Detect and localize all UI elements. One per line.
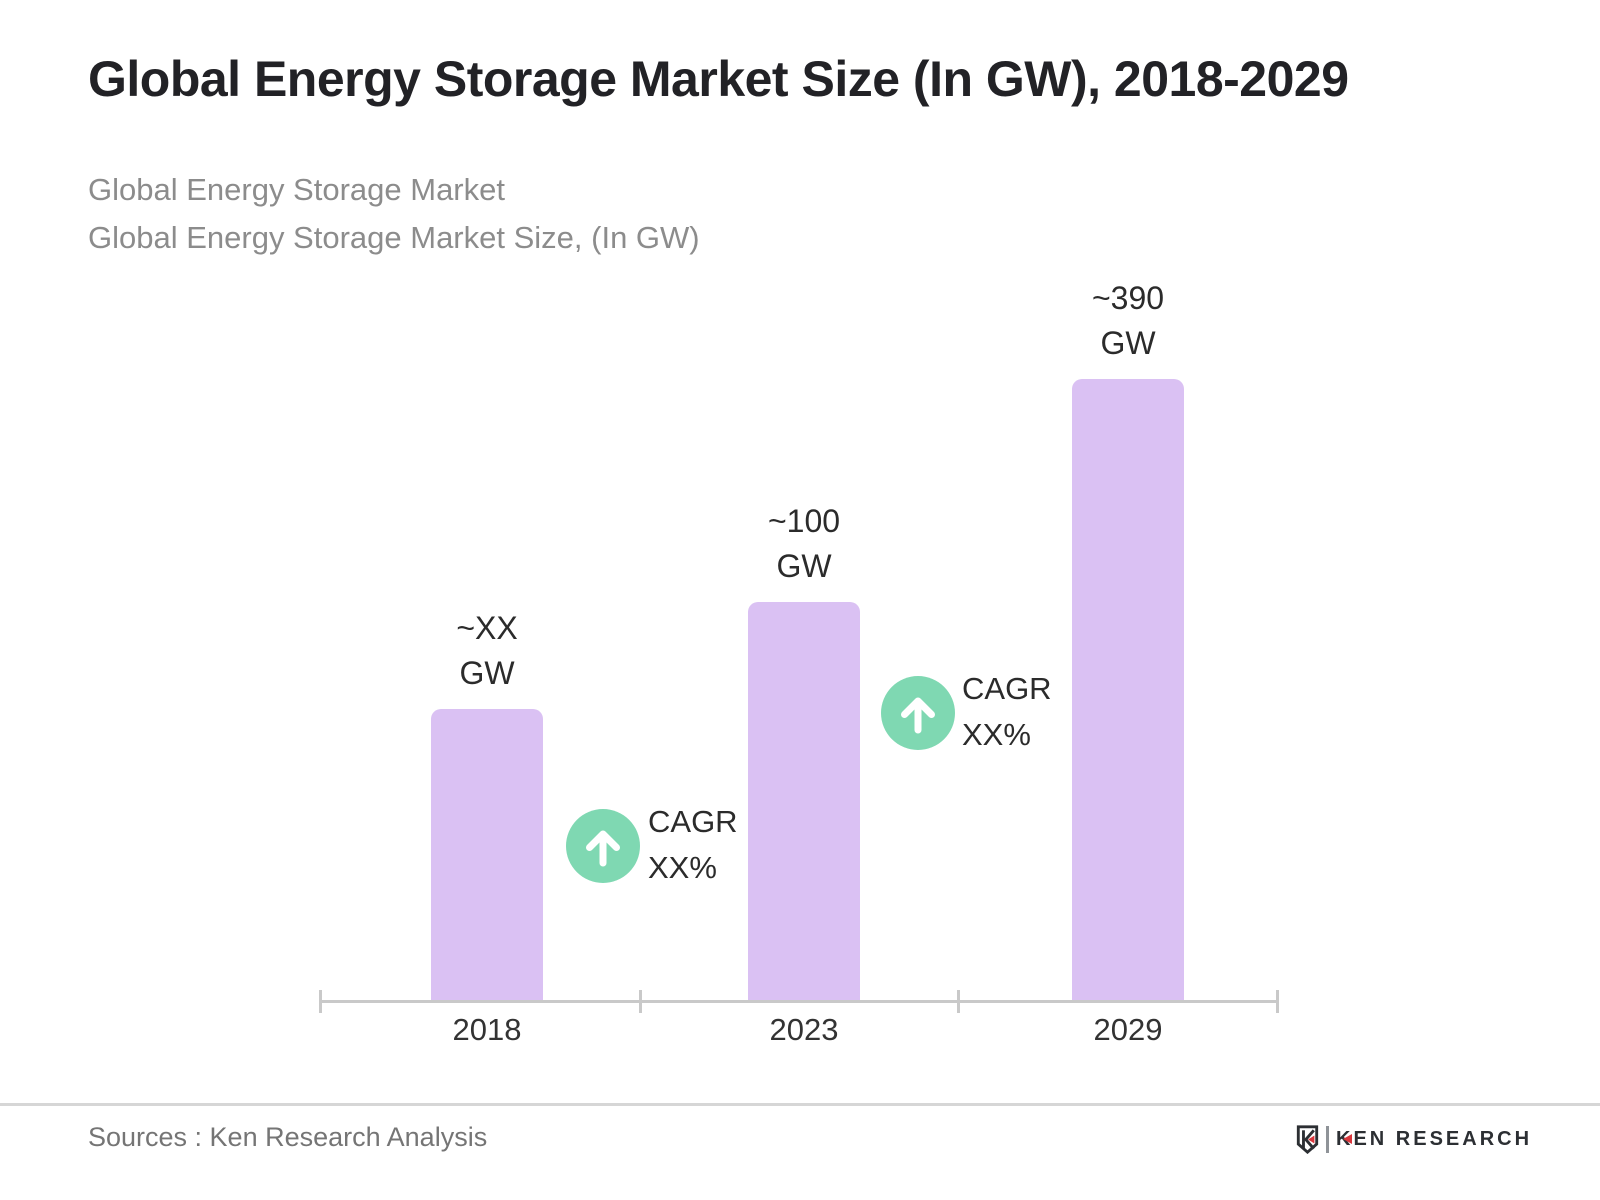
value-label-line: ~390 <box>1091 280 1165 316</box>
subtitle-line-2: Global Energy Storage Market Size, (In G… <box>88 220 700 255</box>
axis-tick <box>319 990 322 1013</box>
value-label-unit: GW <box>776 548 832 584</box>
arrow-up-circle-icon <box>881 676 955 750</box>
ken-logo-shield-icon <box>1296 1124 1319 1154</box>
cagr-label: CAGR <box>962 671 1052 706</box>
cagr-annotation-2: CAGR XX% <box>962 666 1052 758</box>
x-axis <box>320 1000 1278 1003</box>
page-title: Global Energy Storage Market Size (In GW… <box>88 51 1349 107</box>
bar-value-label: ~100 GW <box>694 499 914 589</box>
ken-research-logo: KEN RESEARCH <box>1296 1120 1532 1158</box>
subtitle-line-1: Global Energy Storage Market <box>88 172 505 207</box>
axis-tick <box>1276 990 1279 1013</box>
value-label-line: ~XX <box>456 610 518 646</box>
logo-text: KEN RESEARCH <box>1336 1127 1533 1150</box>
value-label-line: ~100 <box>767 503 841 539</box>
cagr-value: XX% <box>648 850 717 885</box>
cagr-label: CAGR <box>648 804 738 839</box>
value-label-unit: GW <box>1100 325 1156 361</box>
logo-k-red-triangle-icon <box>1343 1134 1352 1144</box>
bar-2018 <box>431 709 543 1003</box>
cagr-annotation-1: CAGR XX% <box>648 799 738 891</box>
axis-tick <box>957 990 960 1013</box>
cagr-value: XX% <box>962 717 1031 752</box>
axis-tick <box>639 990 642 1013</box>
bar-value-label: ~XX GW <box>377 606 597 696</box>
x-axis-label-2023: 2023 <box>769 1012 839 1047</box>
logo-wordmark: KEN RESEARCH <box>1336 1128 1532 1151</box>
bar-value-label: ~390 GW <box>1018 276 1238 366</box>
bar-2029 <box>1072 379 1184 1003</box>
x-axis-label-2029: 2029 <box>1093 1012 1163 1047</box>
footer-divider <box>0 1103 1600 1106</box>
bar-2023 <box>748 602 860 1003</box>
logo-divider <box>1326 1125 1329 1153</box>
x-axis-label-2018: 2018 <box>452 1012 522 1047</box>
value-label-unit: GW <box>459 655 515 691</box>
sources-text: Sources : Ken Research Analysis <box>88 1122 488 1152</box>
chart-subtitle: Global Energy Storage Market Global Ener… <box>88 166 700 262</box>
arrow-up-circle-icon <box>566 809 640 883</box>
